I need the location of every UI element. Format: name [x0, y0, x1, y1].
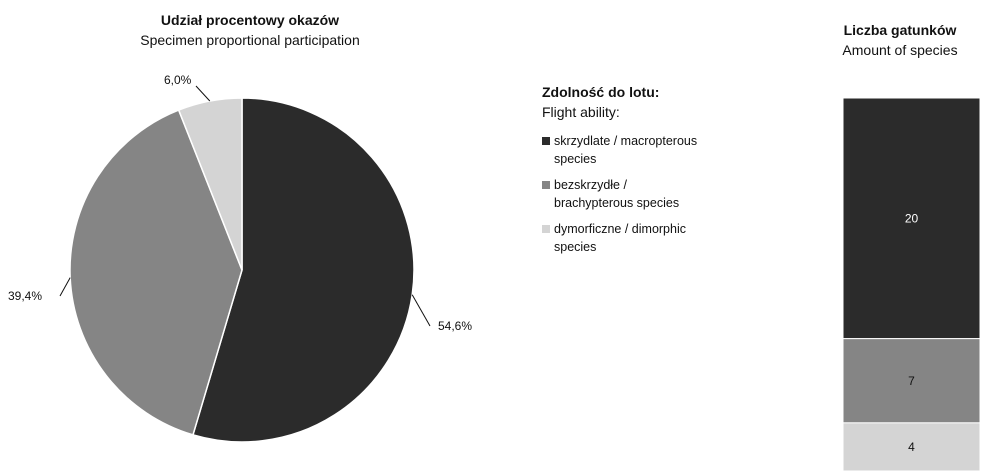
legend-item-brachypterous: bezskrzydłe / brachypterous species: [542, 176, 762, 212]
pie-leader-line-0: [411, 294, 431, 327]
pie-data-label-2: 6,0%: [164, 73, 192, 87]
legend-label-line1: dymorficzne / dimorphic: [554, 222, 686, 236]
legend-label-line2: species: [554, 152, 597, 166]
legend-title: Zdolność do lotu:: [542, 84, 660, 100]
legend-subtitle: Flight ability:: [542, 104, 620, 120]
legend: Zdolność do lotu: Flight ability: skrzyd…: [542, 82, 762, 264]
pie-slice-2: [177, 97, 243, 271]
legend-swatch-macropterous: [542, 137, 550, 145]
bar-segment-2: [842, 422, 981, 471]
bar-chart-subtitle: Amount of species: [842, 42, 958, 58]
legend-item-dimorphic: dymorficzne / dimorphic species: [542, 220, 762, 256]
pie-data-label-1: 39,4%: [8, 289, 42, 303]
legend-label-line2: species: [554, 240, 597, 254]
bar-data-label-0: 20: [905, 211, 919, 225]
pie-slice-0: [192, 97, 415, 443]
bar-chart-title-block: Liczba gatunków Amount of species: [820, 20, 980, 60]
pie-chart-title-block: Udział procentowy okazów Specimen propor…: [60, 10, 440, 50]
legend-label-line1: bezskrzydłe /: [554, 178, 627, 192]
pie-chart-subtitle: Specimen proportional participation: [140, 32, 360, 48]
bar-segment-1: [842, 338, 981, 424]
legend-label-line1: skrzydlate / macropterous: [554, 134, 698, 148]
legend-item-macropterous: skrzydlate / macropterous species: [542, 132, 762, 168]
pie-slice-1: [69, 109, 243, 436]
bar-data-label-2: 4: [908, 440, 915, 454]
pie-leader-line-1: [59, 277, 71, 297]
bar-segment-0: [842, 97, 981, 340]
pie-data-label-0: 54,6%: [438, 319, 472, 333]
pie-leader-line-2: [195, 85, 211, 102]
bar-chart-title: Liczba gatunków: [843, 22, 957, 38]
pie-chart-title: Udział procentowy okazów: [160, 12, 340, 28]
bar-data-label-1: 7: [908, 374, 915, 388]
legend-swatch-dimorphic: [542, 225, 550, 233]
legend-label-line2: brachypterous species: [554, 196, 680, 210]
legend-swatch-brachypterous: [542, 181, 550, 189]
